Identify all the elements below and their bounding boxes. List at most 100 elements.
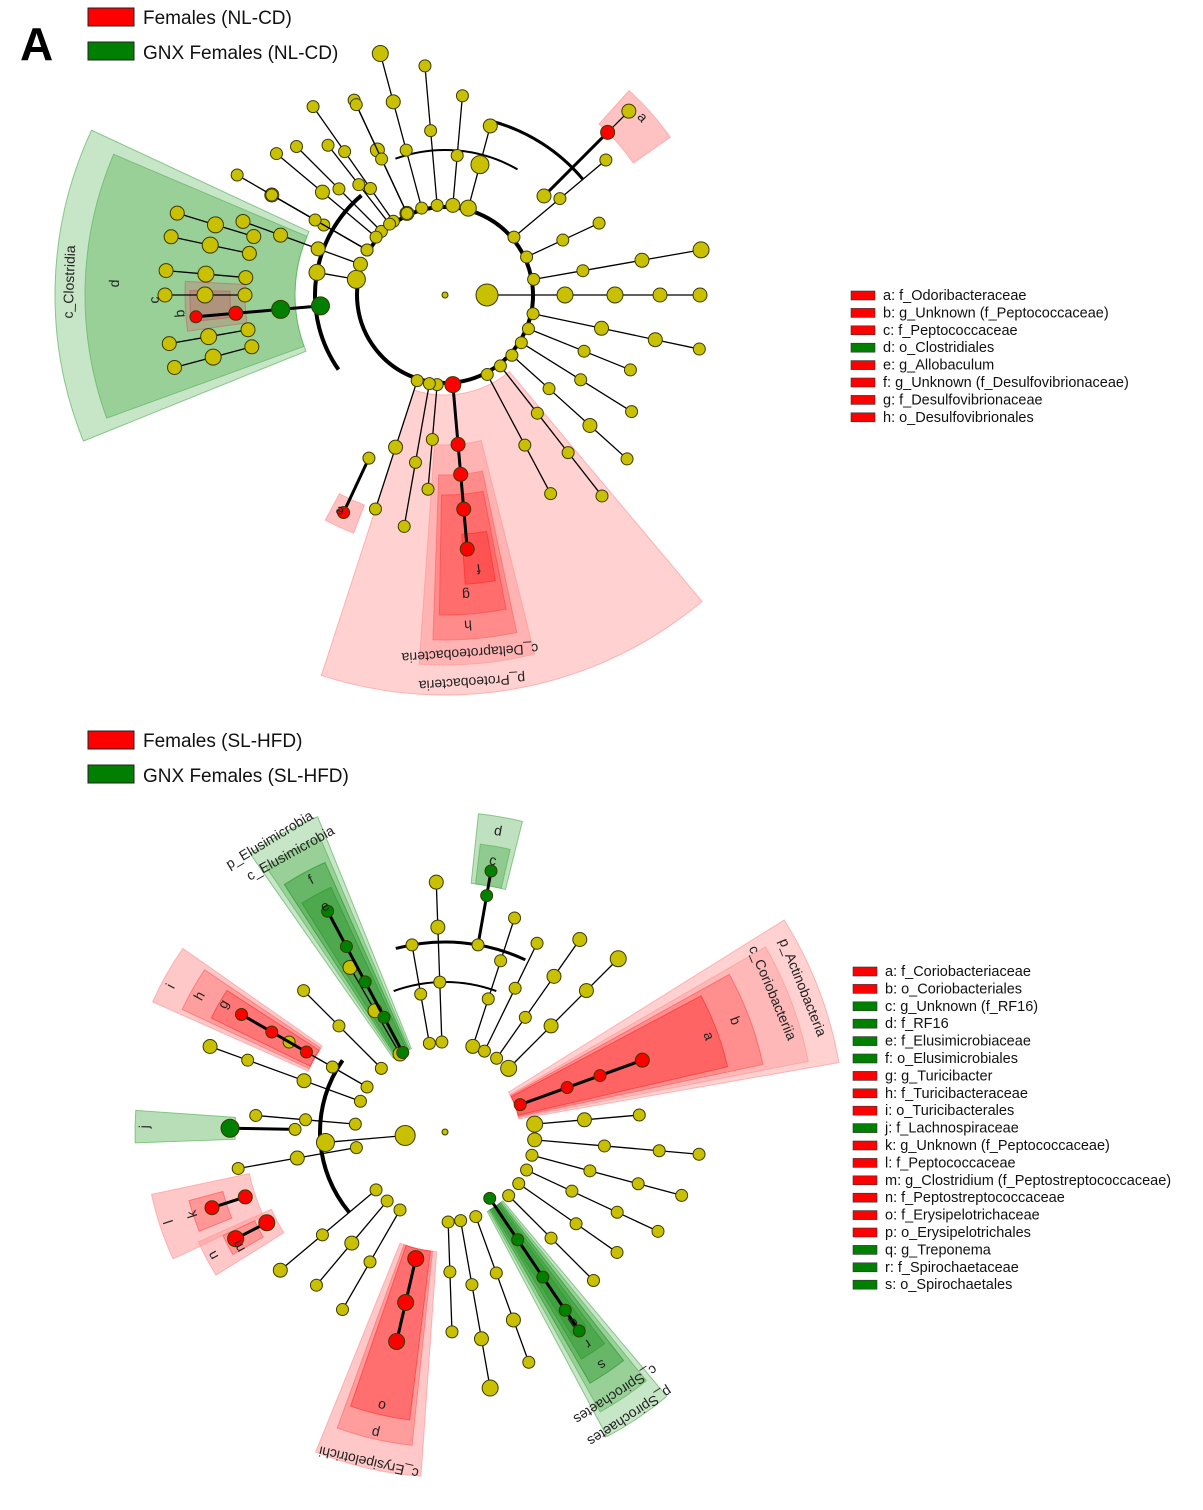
neutral-branch-edge <box>314 219 368 251</box>
panel-label: A <box>20 18 53 70</box>
neutral-branch-node <box>306 100 320 114</box>
bottom-key-swatch <box>852 1158 878 1168</box>
clade-label-g: g <box>462 587 471 604</box>
neutral-branch-node <box>265 188 279 202</box>
branch-i-to-g-edge <box>271 1030 308 1054</box>
top-key-entry: d: o_Clostridiales <box>883 340 994 356</box>
neutral-branch-node <box>363 1255 377 1269</box>
bottom-key-entry: h: f_Turicibacteraceae <box>885 1086 1028 1102</box>
bottom-key-entry: p: o_Erysipelotrichales <box>885 1225 1031 1241</box>
branch-e-node <box>362 451 376 465</box>
neutral-branch-node <box>553 192 567 206</box>
neutral-branch-node <box>502 1189 516 1203</box>
neutral-branch-node <box>527 1132 543 1148</box>
clade-highlight-h <box>432 470 518 641</box>
neutral-branch-node <box>410 374 424 388</box>
clostridia-leaf-node <box>238 270 254 286</box>
bottom-key-entry: d: f_RF16 <box>885 1016 949 1032</box>
branch-p-to-o-node <box>407 1250 425 1268</box>
neutral-branch-node <box>572 931 588 947</box>
clade-label-j: j <box>136 1125 152 1129</box>
top-cladogram: abcdc_Clostridiaefghc_Deltaproteobacteri… <box>54 45 710 696</box>
neutral-branch-node <box>418 59 432 73</box>
bottom-key-entry: q: g_Treponema <box>885 1242 992 1258</box>
neutral-branch-edge <box>659 1150 700 1155</box>
neutral-branch-node <box>542 382 556 396</box>
branch-e-edge <box>342 457 371 514</box>
neutral-branch-edge <box>449 1271 453 1332</box>
neutral-branch-node <box>269 147 283 161</box>
neutral-branch-edge <box>424 65 432 131</box>
neutral-branch-edge <box>638 1183 682 1197</box>
neutral-branch-edge <box>641 249 702 261</box>
bottom-key-entry: c: g_Unknown (f_RF16) <box>885 999 1038 1015</box>
bottom-key-swatch <box>852 1245 878 1255</box>
neutral-branch-edge <box>589 424 628 460</box>
neutral-branch-node <box>544 487 558 501</box>
neutral-branch-node <box>338 145 352 159</box>
neutral-branch-node <box>594 320 610 336</box>
clade-label-c: c <box>146 296 162 303</box>
clade-label-f: f <box>476 561 482 577</box>
bottom-key-swatch <box>852 1279 878 1290</box>
clade-label-f: f <box>305 871 316 887</box>
neutral-branch-node <box>425 432 439 446</box>
neutral-branch-edge <box>327 144 360 186</box>
branch-a-edge <box>542 131 609 198</box>
neutral-branch-node <box>400 206 414 220</box>
branch-s-to-q-edge <box>516 1238 545 1278</box>
neutral-branch-node <box>556 286 574 304</box>
neutral-branch-node <box>353 1094 367 1108</box>
neutral-branch-node <box>296 1073 312 1089</box>
neutral-branch-node <box>435 1035 449 1049</box>
branch-h-to-f-node <box>450 436 466 452</box>
clade-highlight-l <box>150 1172 265 1260</box>
neutral-branch-node <box>526 307 540 321</box>
branch-b-to-a-node <box>634 1052 650 1068</box>
neutral-branch-node <box>651 1224 665 1238</box>
neutral-branch-node <box>574 373 588 387</box>
neutral-branch-edge <box>332 1066 368 1088</box>
neutral-branch-edge <box>601 327 656 341</box>
top-key-swatch <box>850 308 876 318</box>
neutral-branch-edge <box>344 151 371 189</box>
neutral-branch-edge <box>381 158 408 214</box>
branch-l-k-node <box>204 1200 220 1216</box>
neutral-branch-edge <box>317 248 361 265</box>
bottom-cladogram: p_Actinobacteriac_Coriobacteriiabadcp_El… <box>134 807 840 1482</box>
top-key-swatch <box>850 342 876 353</box>
branch-h-to-f-node <box>456 501 472 517</box>
clostridia-leaf-node <box>201 236 219 254</box>
clade-label-p: p <box>370 1425 381 1442</box>
neutral-branch-edge <box>369 188 394 222</box>
neutral-branch-edge <box>511 354 550 390</box>
neutral-branch-node <box>647 332 663 348</box>
neutral-branch-node <box>469 1210 483 1224</box>
neutral-branch-node <box>441 1215 455 1229</box>
top-legend-swatch-2 <box>87 41 135 61</box>
neutral-branch-node <box>493 359 507 373</box>
branch-i-to-g-node <box>265 1025 279 1039</box>
neutral-branch-edge <box>271 194 316 221</box>
neutral-branch-edge <box>358 184 391 225</box>
neutral-branch-node <box>530 936 544 950</box>
branch-h-to-f-node <box>444 376 462 394</box>
neutral-branch-node <box>397 519 411 533</box>
clade-label-h: h <box>464 617 473 634</box>
neutral-branch-node <box>421 482 435 496</box>
neutral-branch-node <box>290 140 304 154</box>
neutral-branch-node <box>368 502 382 516</box>
branch-b-to-a-edge <box>519 1086 568 1107</box>
neutral-branch-node <box>415 201 429 215</box>
neutral-branch-node <box>520 1163 534 1177</box>
neutral-branch-node <box>272 1262 288 1278</box>
branch-f-to-e-edge <box>363 981 386 1018</box>
neutral-branch-edge <box>276 153 323 193</box>
neutral-branch-edge <box>279 1234 323 1271</box>
neutral-branch-node <box>388 439 404 455</box>
neutral-branch-node <box>514 336 528 350</box>
top-legend-label-1: Females (NL-CD) <box>143 8 292 29</box>
clostridia-leaf-node <box>246 229 262 245</box>
branch-i-to-g-node <box>234 1008 248 1021</box>
bottom-class-legend: Females (SL-HFD) GNX Females (SL-HFD) <box>87 730 349 787</box>
